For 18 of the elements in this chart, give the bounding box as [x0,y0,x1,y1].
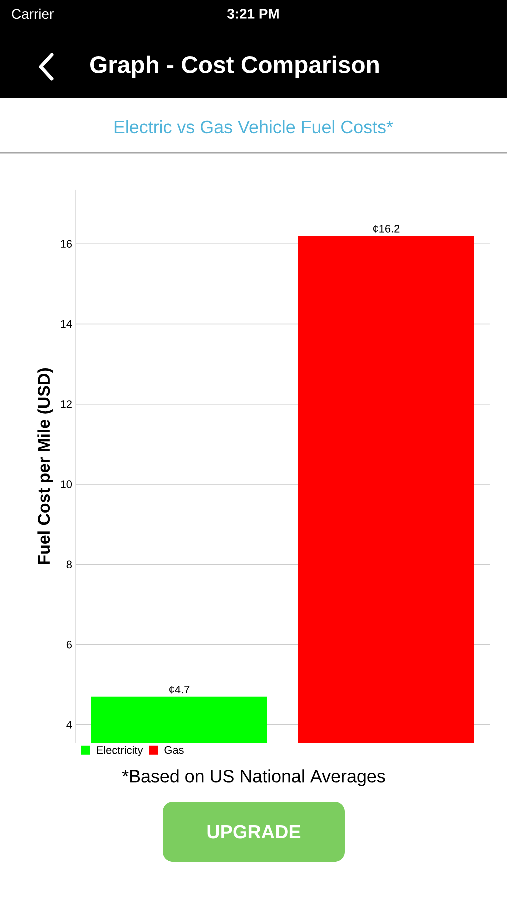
legend-label: Electricity [97,746,144,756]
y-tick-label: 10 [61,480,72,488]
y-tick-label: 4 [66,721,72,729]
chart-title: Graph - Cost Comparison [90,56,379,78]
legend-label: Gas [164,746,184,754]
y-tick-label: 6 [66,640,72,649]
data-label: ¢4.7 [170,686,190,694]
text: 3:21 PM [227,9,279,19]
y-axis-title: Fuel Cost per Mile (USD) [38,368,54,564]
data-label: ¢16.2 [374,225,400,233]
y-tick-label: 8 [66,560,72,569]
text: Carrier [12,8,54,20]
y-tick-label: 12 [61,400,72,408]
y-tick-label: 16 [61,240,72,248]
chart-subtitle: Electric vs Gas Vehicle Fuel Costs* [114,120,394,134]
text: *Based on US National Averages [122,770,386,786]
y-tick-label: 14 [61,320,72,328]
text: UPGRADE [208,825,301,839]
